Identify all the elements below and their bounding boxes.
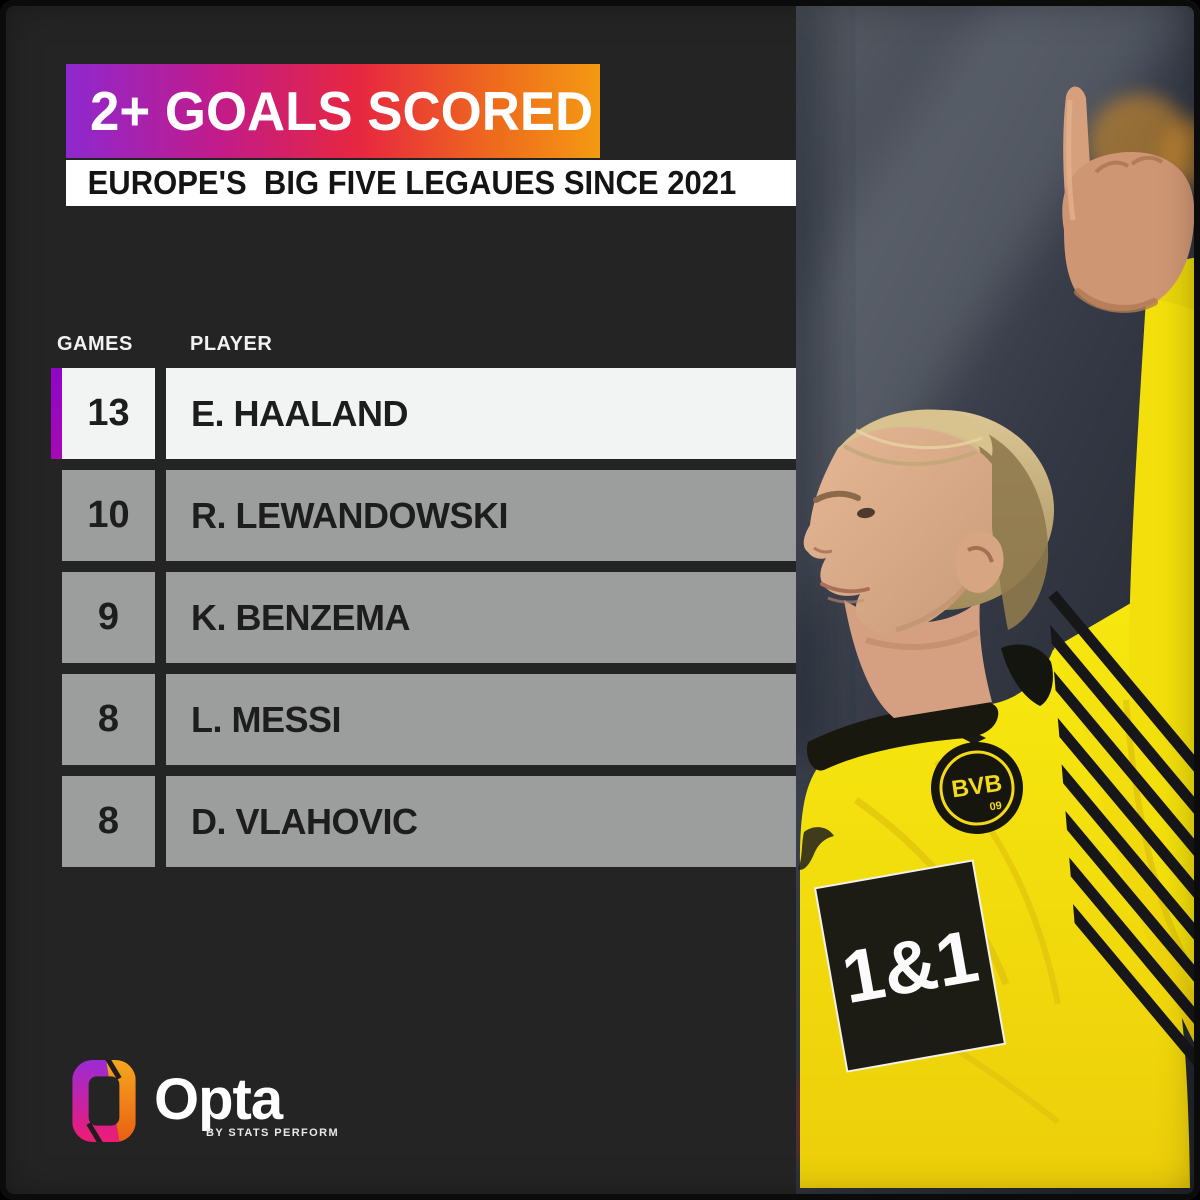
brand-name: Opta	[154, 1067, 283, 1132]
title-banner: 2+ GOALS SCORED	[66, 64, 600, 158]
page-subtitle: EUROPE'S BIG FIVE LEGAUES SINCE 2021	[87, 164, 737, 201]
page-title: 2+ GOALS SCORED	[90, 80, 594, 142]
column-header-player: PLAYER	[190, 333, 273, 355]
player-name: E. HAALAND	[166, 368, 796, 459]
games-value: 8	[62, 674, 155, 765]
bvb-badge: BVB 09	[931, 742, 1023, 834]
player-name: K. BENZEMA	[166, 572, 796, 663]
games-value: 8	[62, 776, 155, 867]
player-name: L. MESSI	[166, 674, 796, 765]
games-value: 10	[62, 470, 155, 561]
column-header-games: GAMES	[57, 333, 133, 355]
pointing-hand	[1062, 86, 1195, 313]
badge-year: 09	[989, 800, 1003, 814]
player-photo: BVB 09 1&1	[796, 0, 1200, 1200]
jersey-sleeve	[1129, 256, 1198, 1000]
subtitle-bar: EUROPE'S BIG FIVE LEGAUES SINCE 2021	[66, 160, 800, 206]
sponsor-patch: 1&1	[813, 859, 1007, 1073]
opta-logo-icon	[72, 1060, 136, 1142]
games-value: 13	[62, 368, 155, 459]
champion-star-icon	[962, 726, 986, 750]
brand-subtitle: BY STATS PERFORM	[206, 1127, 340, 1139]
player-name: R. LEWANDOWSKI	[166, 470, 796, 561]
puma-logo-icon	[798, 827, 834, 870]
highlight-stripe	[51, 368, 62, 459]
games-value: 9	[62, 572, 155, 663]
player-name: D. VLAHOVIC	[166, 776, 796, 867]
player-head	[803, 409, 1054, 635]
ear	[955, 532, 1004, 593]
jersey-collar	[806, 701, 999, 771]
